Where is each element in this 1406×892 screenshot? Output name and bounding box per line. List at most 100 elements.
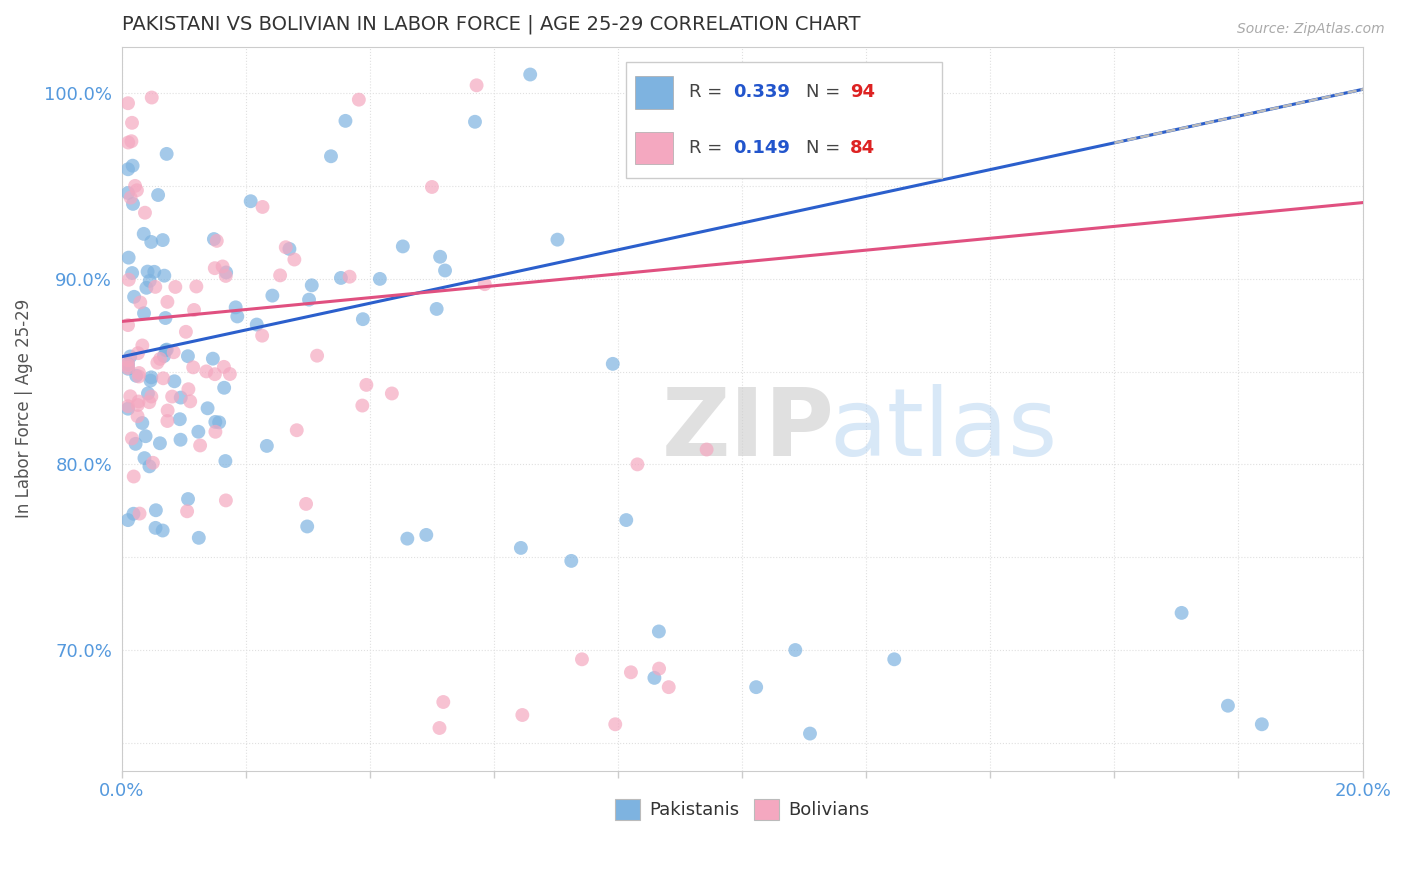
Point bbox=[285, 423, 308, 437]
Point bbox=[602, 357, 624, 371]
Point bbox=[149, 351, 172, 366]
Point bbox=[745, 680, 768, 694]
Text: N =: N = bbox=[806, 83, 846, 101]
Point bbox=[131, 338, 153, 352]
Point bbox=[295, 519, 318, 533]
Point bbox=[356, 377, 378, 392]
Point bbox=[643, 671, 665, 685]
Point bbox=[204, 367, 226, 381]
Point bbox=[145, 503, 167, 517]
Point bbox=[181, 360, 204, 375]
Point bbox=[153, 349, 176, 363]
Point bbox=[509, 541, 531, 555]
Point bbox=[134, 205, 156, 219]
Point bbox=[648, 624, 671, 639]
Point bbox=[122, 197, 145, 211]
Point bbox=[339, 269, 361, 284]
Point bbox=[208, 416, 231, 430]
Point bbox=[128, 369, 150, 384]
Point bbox=[177, 382, 200, 396]
Point bbox=[262, 288, 284, 302]
Point bbox=[132, 306, 155, 320]
Point bbox=[464, 115, 486, 129]
Point bbox=[121, 266, 143, 280]
Point bbox=[696, 442, 718, 457]
Point bbox=[1216, 698, 1239, 713]
Point bbox=[519, 68, 541, 82]
Point bbox=[434, 263, 457, 277]
Point bbox=[658, 680, 681, 694]
Point bbox=[187, 531, 209, 545]
Point bbox=[381, 386, 404, 401]
Point bbox=[202, 232, 225, 246]
Point bbox=[218, 367, 240, 381]
Point bbox=[138, 274, 160, 288]
Point bbox=[145, 521, 167, 535]
Point bbox=[347, 93, 370, 107]
Point bbox=[546, 233, 568, 247]
Point bbox=[183, 302, 205, 317]
Point bbox=[156, 147, 179, 161]
Point bbox=[883, 652, 905, 666]
Text: atlas: atlas bbox=[830, 384, 1057, 476]
Point bbox=[177, 349, 200, 363]
Point bbox=[121, 432, 143, 446]
Point bbox=[225, 301, 247, 315]
Point bbox=[269, 268, 291, 283]
Point bbox=[152, 524, 174, 538]
Point bbox=[571, 652, 593, 666]
Point bbox=[215, 268, 238, 283]
Point bbox=[141, 370, 163, 384]
Point bbox=[169, 412, 191, 426]
Point bbox=[142, 456, 165, 470]
Point bbox=[127, 409, 149, 424]
Point bbox=[156, 294, 179, 309]
Point bbox=[124, 437, 146, 451]
Bar bbox=[636, 132, 673, 164]
Point bbox=[212, 359, 235, 374]
Point bbox=[155, 311, 177, 326]
Point bbox=[201, 351, 224, 366]
Point bbox=[187, 425, 209, 439]
Text: R =: R = bbox=[689, 138, 728, 157]
Point bbox=[392, 239, 415, 253]
Point bbox=[785, 643, 807, 657]
Point bbox=[143, 280, 166, 294]
Point bbox=[117, 186, 139, 200]
Point bbox=[295, 497, 318, 511]
Point bbox=[329, 271, 352, 285]
Point bbox=[117, 136, 139, 150]
Point bbox=[118, 273, 141, 287]
Point bbox=[169, 433, 191, 447]
Point bbox=[215, 265, 238, 279]
Point bbox=[274, 240, 297, 254]
Point bbox=[128, 394, 150, 409]
Point bbox=[120, 191, 142, 205]
Point bbox=[165, 280, 187, 294]
Point bbox=[426, 301, 449, 316]
Point bbox=[278, 242, 301, 256]
Point bbox=[197, 401, 219, 416]
Point bbox=[152, 371, 174, 385]
Y-axis label: In Labor Force | Age 25-29: In Labor Force | Age 25-29 bbox=[15, 299, 32, 518]
Point bbox=[120, 389, 142, 403]
Point bbox=[117, 360, 139, 375]
Point bbox=[117, 318, 139, 332]
Point bbox=[139, 374, 162, 388]
Point bbox=[319, 149, 342, 163]
Point bbox=[136, 264, 159, 278]
Point bbox=[307, 349, 329, 363]
Point bbox=[117, 399, 139, 413]
Point bbox=[620, 665, 643, 680]
Point bbox=[352, 399, 374, 413]
Text: 0.149: 0.149 bbox=[734, 138, 790, 157]
Point bbox=[156, 414, 179, 428]
Point bbox=[117, 353, 139, 368]
Point bbox=[122, 469, 145, 483]
Point bbox=[163, 345, 186, 359]
Point bbox=[298, 293, 321, 307]
Point bbox=[117, 96, 139, 111]
Text: R =: R = bbox=[689, 83, 728, 101]
Point bbox=[128, 507, 150, 521]
Point bbox=[146, 356, 169, 370]
